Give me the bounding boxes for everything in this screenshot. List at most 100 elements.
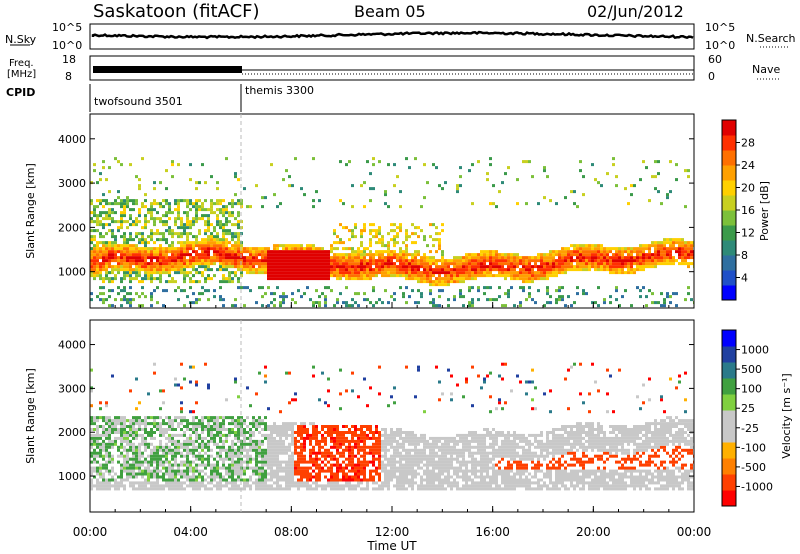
power-cell bbox=[369, 223, 372, 227]
power-cell bbox=[141, 286, 144, 290]
velocity-cell bbox=[120, 422, 123, 426]
power-cell bbox=[402, 256, 405, 260]
power-cell bbox=[150, 262, 153, 266]
velocity-cell bbox=[339, 469, 342, 473]
power-cell bbox=[90, 211, 93, 215]
power-cell bbox=[96, 256, 99, 260]
power-cell bbox=[438, 268, 441, 272]
velocity-cell bbox=[108, 442, 111, 446]
power-cell bbox=[333, 247, 336, 251]
power-cell bbox=[444, 271, 447, 275]
power-cell bbox=[300, 256, 303, 260]
power-cell bbox=[270, 259, 273, 263]
velocity-cell bbox=[234, 451, 237, 455]
power-cell bbox=[231, 304, 234, 308]
power-cell bbox=[372, 274, 375, 278]
velocity-cell bbox=[114, 481, 117, 485]
power-cell bbox=[144, 244, 147, 248]
power-cell bbox=[390, 271, 393, 275]
power-cell bbox=[186, 259, 189, 263]
power-cell bbox=[147, 241, 150, 245]
power-cell bbox=[468, 268, 471, 272]
velocity-cell bbox=[303, 460, 306, 464]
velocity-cell bbox=[303, 472, 306, 476]
velocity-cell bbox=[141, 472, 144, 476]
power-cell bbox=[369, 274, 372, 278]
velocity-cell bbox=[96, 487, 99, 491]
velocity-cell bbox=[96, 419, 99, 423]
velocity-cell bbox=[168, 466, 171, 470]
power-cell bbox=[606, 256, 609, 260]
velocity-cell bbox=[282, 466, 285, 470]
power-cell bbox=[654, 256, 657, 260]
power-cell bbox=[219, 295, 222, 299]
velocity-cell bbox=[330, 457, 333, 461]
velocity-cell bbox=[189, 466, 192, 470]
power-cell bbox=[222, 211, 225, 215]
velocity-cell bbox=[255, 463, 258, 467]
power-cell bbox=[195, 253, 198, 257]
velocity-cell bbox=[105, 478, 108, 482]
velocity-cell bbox=[339, 478, 342, 482]
power-cell bbox=[510, 253, 513, 257]
power-cell bbox=[417, 226, 420, 230]
velocity-cell bbox=[123, 463, 126, 467]
velocity-cell bbox=[210, 428, 213, 431]
power-cell bbox=[534, 274, 537, 278]
velocity-cell bbox=[297, 481, 300, 485]
velocity-cell bbox=[225, 439, 228, 443]
power-cell bbox=[384, 271, 387, 275]
power-cell bbox=[333, 253, 336, 257]
velocity-cell bbox=[324, 463, 327, 467]
power-cell bbox=[153, 250, 156, 254]
velocity-cell bbox=[393, 463, 396, 467]
power-cell bbox=[387, 262, 390, 266]
velocity-cell bbox=[144, 442, 147, 446]
power-cell bbox=[219, 253, 222, 257]
velocity-cell bbox=[342, 466, 345, 470]
power-cell bbox=[174, 256, 177, 260]
power-cell bbox=[393, 250, 396, 254]
power-cell bbox=[417, 280, 420, 284]
velocity-cell bbox=[162, 431, 165, 434]
power-cell bbox=[261, 196, 264, 200]
velocity-cell bbox=[270, 433, 273, 437]
velocity-cell bbox=[273, 475, 276, 479]
power-cell bbox=[225, 205, 228, 209]
power-cell bbox=[327, 259, 330, 263]
power-cell bbox=[435, 238, 438, 242]
velocity-cell bbox=[105, 466, 108, 470]
power-cell bbox=[657, 172, 660, 176]
velocity-cell bbox=[177, 433, 180, 437]
power-cell bbox=[111, 244, 114, 248]
power-cell bbox=[291, 265, 294, 269]
velocity-cell bbox=[237, 451, 240, 455]
velocity-cell bbox=[243, 460, 246, 464]
power-cell bbox=[159, 256, 162, 260]
power-cell bbox=[657, 190, 660, 194]
power-cell bbox=[132, 268, 135, 272]
power-cell bbox=[273, 271, 276, 275]
power-cell bbox=[423, 235, 426, 239]
power-cell bbox=[432, 268, 435, 272]
power-cell bbox=[594, 262, 597, 266]
velocity-cell bbox=[147, 478, 150, 482]
velocity-cell bbox=[321, 484, 324, 488]
velocity-cell bbox=[108, 419, 111, 423]
power-cell bbox=[234, 304, 237, 308]
power-cell bbox=[120, 298, 123, 302]
velocity-cell bbox=[252, 433, 255, 437]
velocity-cell bbox=[399, 436, 402, 440]
power-cell bbox=[621, 268, 624, 272]
power-cell bbox=[522, 280, 525, 284]
power-cell bbox=[249, 289, 252, 293]
velocity-cell bbox=[381, 454, 384, 458]
power-cell bbox=[516, 271, 519, 275]
velocity-cell bbox=[96, 481, 99, 485]
power-cell bbox=[393, 262, 396, 266]
power-cell bbox=[540, 262, 543, 266]
velocity-cell bbox=[135, 416, 138, 420]
power-cell bbox=[402, 274, 405, 278]
power-cell bbox=[183, 241, 186, 245]
power-cell bbox=[339, 253, 342, 257]
